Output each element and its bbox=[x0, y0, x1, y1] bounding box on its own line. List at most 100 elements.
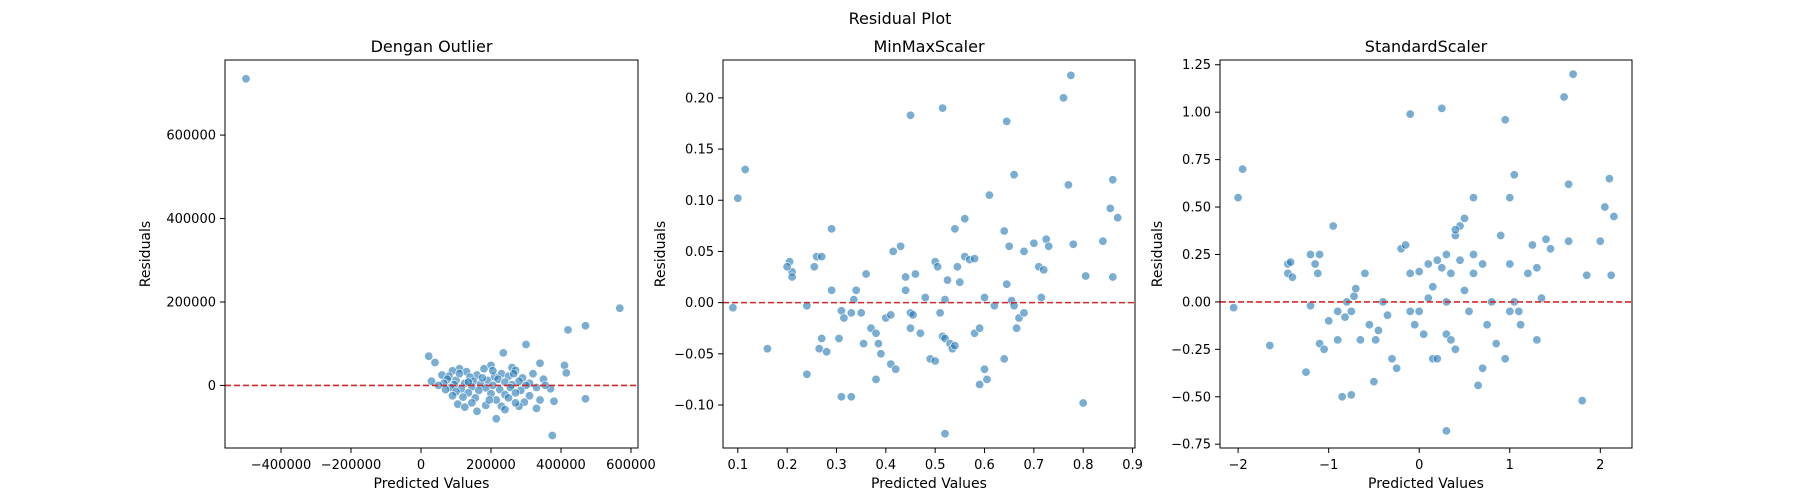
scatter-point bbox=[1346, 306, 1356, 316]
scatter-point bbox=[920, 292, 930, 302]
scatter-point bbox=[1238, 164, 1248, 174]
x-axis-label: Predicted Values bbox=[1368, 476, 1484, 492]
scatter-point bbox=[1328, 221, 1338, 231]
scatter-point bbox=[1286, 257, 1296, 267]
scatter-point bbox=[535, 395, 545, 405]
scatter-point bbox=[933, 262, 943, 272]
scatter-point bbox=[1469, 250, 1479, 260]
y-tick-label: 0.00 bbox=[1182, 295, 1211, 310]
scatter-point bbox=[454, 369, 464, 379]
scatter-point bbox=[547, 430, 557, 440]
scatter-point bbox=[910, 269, 920, 279]
scatter-point bbox=[1113, 213, 1123, 223]
scatter-point bbox=[1496, 231, 1506, 241]
scatter-point bbox=[1039, 265, 1049, 275]
scatter-point bbox=[1437, 263, 1447, 273]
scatter-point bbox=[1478, 363, 1488, 373]
x-tick-label: 0.5 bbox=[925, 458, 946, 473]
scatter-point bbox=[521, 339, 531, 349]
x-tick-label: −200000 bbox=[321, 458, 382, 473]
scatter-point bbox=[849, 295, 859, 305]
scatter-point bbox=[1606, 270, 1616, 280]
scatter-point bbox=[467, 398, 477, 408]
scatter-point bbox=[979, 292, 989, 302]
scatter-point bbox=[915, 328, 925, 338]
scatter-point bbox=[846, 392, 856, 402]
scatter-point bbox=[1473, 380, 1483, 390]
scatter-point bbox=[942, 275, 952, 285]
scatter-point bbox=[1337, 392, 1347, 402]
scatter-point bbox=[1349, 291, 1359, 301]
scatter-point bbox=[531, 403, 541, 413]
scatter-point bbox=[1369, 377, 1379, 387]
y-tick-label: 0.75 bbox=[1182, 153, 1211, 168]
scatter-point bbox=[1405, 109, 1415, 119]
scatter-point bbox=[1410, 320, 1420, 330]
scatter-point bbox=[1428, 282, 1438, 292]
scatter-point bbox=[1527, 240, 1537, 250]
scatter-point bbox=[834, 333, 844, 343]
scatter-point bbox=[1446, 268, 1456, 278]
y-axis-label: Residuals bbox=[1150, 221, 1166, 287]
figure-title: Residual Plot bbox=[849, 9, 952, 28]
scatter-point bbox=[1423, 259, 1433, 269]
scatter-point bbox=[1310, 259, 1320, 269]
scatter-point bbox=[836, 392, 846, 402]
y-tick-label: 0.25 bbox=[1182, 248, 1211, 263]
scatter-point bbox=[1582, 270, 1592, 280]
x-tick-label: 1 bbox=[1506, 458, 1514, 473]
scatter-point bbox=[479, 364, 489, 374]
x-tick-label: 0 bbox=[1415, 458, 1423, 473]
scatter-point bbox=[839, 313, 849, 323]
scatter-point bbox=[970, 254, 980, 264]
scatter-point bbox=[999, 226, 1009, 236]
scatter-point bbox=[1233, 193, 1243, 203]
y-tick-label: 0.20 bbox=[685, 91, 714, 106]
scatter-point bbox=[1009, 301, 1019, 311]
x-tick-label: 0.7 bbox=[1024, 458, 1045, 473]
y-tick-label: −0.75 bbox=[1171, 438, 1211, 453]
scatter-point bbox=[1482, 320, 1492, 330]
scatter-point bbox=[1374, 325, 1384, 335]
scatter-point bbox=[955, 277, 965, 287]
scatter-point bbox=[1002, 279, 1012, 289]
scatter-point bbox=[873, 339, 883, 349]
scatter-point bbox=[1441, 426, 1451, 436]
scatter-point bbox=[1505, 259, 1515, 269]
scatter-point bbox=[984, 190, 994, 200]
y-tick-label: 200000 bbox=[166, 295, 216, 310]
scatter-point bbox=[1401, 240, 1411, 250]
scatter-point bbox=[1469, 193, 1479, 203]
y-tick-label: 0.15 bbox=[685, 143, 714, 158]
subplot-title: MinMaxScaler bbox=[873, 37, 985, 56]
scatter-point bbox=[1523, 268, 1533, 278]
scatter-point bbox=[528, 369, 538, 379]
scatter-point bbox=[474, 385, 484, 395]
scatter-point bbox=[1387, 354, 1397, 364]
subplot-3: −2 −1 0 1 2 −0.75 −0.50 −0.25 0.00 0.25 0.50 0.75 1.… bbox=[1150, 37, 1633, 492]
scatter-point bbox=[940, 295, 950, 305]
scatter-point bbox=[901, 285, 911, 295]
x-axis-label: Predicted Values bbox=[374, 476, 490, 492]
scatter-point bbox=[886, 310, 896, 320]
scatter-point bbox=[827, 285, 837, 295]
scatter-point bbox=[1541, 234, 1551, 244]
subplot-1: −400000 −200000 0 200000 400000 600000 0 200000… bbox=[138, 37, 656, 492]
scatter-point bbox=[1066, 70, 1076, 80]
scatter-point bbox=[817, 252, 827, 262]
scatter-point bbox=[1423, 293, 1433, 303]
scatter-point bbox=[802, 301, 812, 311]
scatter-point bbox=[561, 368, 571, 378]
scatter-point bbox=[1019, 246, 1029, 256]
scatter-point bbox=[559, 360, 569, 370]
y-axis-label: Residuals bbox=[653, 221, 669, 287]
scatter-point bbox=[1500, 115, 1510, 125]
y-tick-label: 400000 bbox=[166, 212, 216, 227]
scatter-point bbox=[762, 344, 772, 354]
scatter-point bbox=[950, 224, 960, 234]
y-tick-label: 1.25 bbox=[1182, 58, 1211, 73]
scatter-point bbox=[1595, 236, 1605, 246]
scatter-point bbox=[989, 301, 999, 311]
scatter-point bbox=[1340, 312, 1350, 322]
scatter-point bbox=[856, 308, 866, 318]
